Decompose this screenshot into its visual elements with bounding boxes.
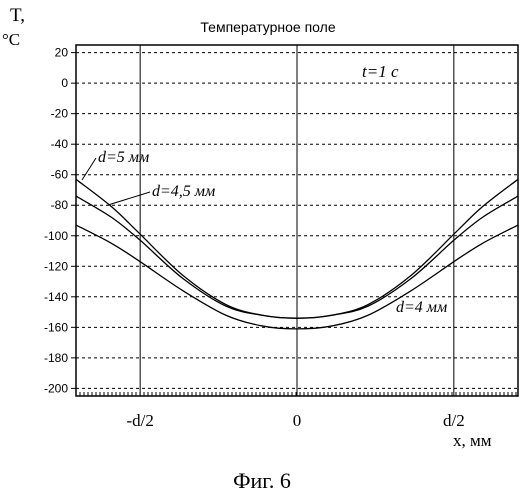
chart-title: Температурное поле [200, 19, 335, 35]
y-axis-label-line1: T, [10, 5, 25, 26]
x-tick-label-1: 0 [293, 411, 302, 430]
y-tick-label-2: -20 [51, 107, 69, 121]
plot-frame [75, 44, 519, 397]
y-tick-label-6: -100 [44, 229, 68, 243]
x-tick-label-2: d/2 [443, 411, 465, 430]
y-axis-label-line2: °C [2, 30, 20, 49]
y-tick-labels: 20 0 -20 -40 -60 -80 -100 -120 -140 -160 -180 -200 [44, 46, 76, 395]
annotation-time: t=1 c [362, 62, 399, 81]
leader-d45 [107, 191, 151, 206]
y-tick-label-5: -80 [51, 198, 69, 212]
y-tick-label-7: -120 [44, 259, 68, 273]
series-line-1 [75, 195, 519, 319]
y-tick-label-9: -160 [44, 320, 68, 334]
series-line-2 [75, 224, 519, 330]
y-tick-label-3: -40 [51, 137, 69, 151]
grid-lines [76, 52, 518, 389]
series-label-d5: d=5 мм [98, 149, 149, 166]
x-axis-label: x, мм [453, 431, 492, 450]
x-tick-labels: -d/2 0 d/2 [126, 411, 464, 430]
vertical-reference-lines [139, 45, 455, 396]
figure-caption: Фиг. 6 [233, 468, 291, 493]
y-tick-label-4: -60 [51, 168, 69, 182]
leader-d5 [81, 157, 97, 181]
y-tick-label-10: -180 [44, 351, 68, 365]
y-tick-label-1: 0 [61, 76, 68, 90]
y-tick-label-8: -140 [44, 290, 68, 304]
x-tick-label-0: -d/2 [126, 411, 153, 430]
y-tick-label-0: 20 [55, 46, 69, 60]
series-label-d4: d=4 мм [396, 299, 447, 316]
series-label-d45: d=4,5 мм [152, 183, 215, 200]
x-minor-ticks [79, 392, 517, 396]
series-lines [75, 178, 519, 330]
y-tick-label-11: -200 [44, 381, 68, 395]
